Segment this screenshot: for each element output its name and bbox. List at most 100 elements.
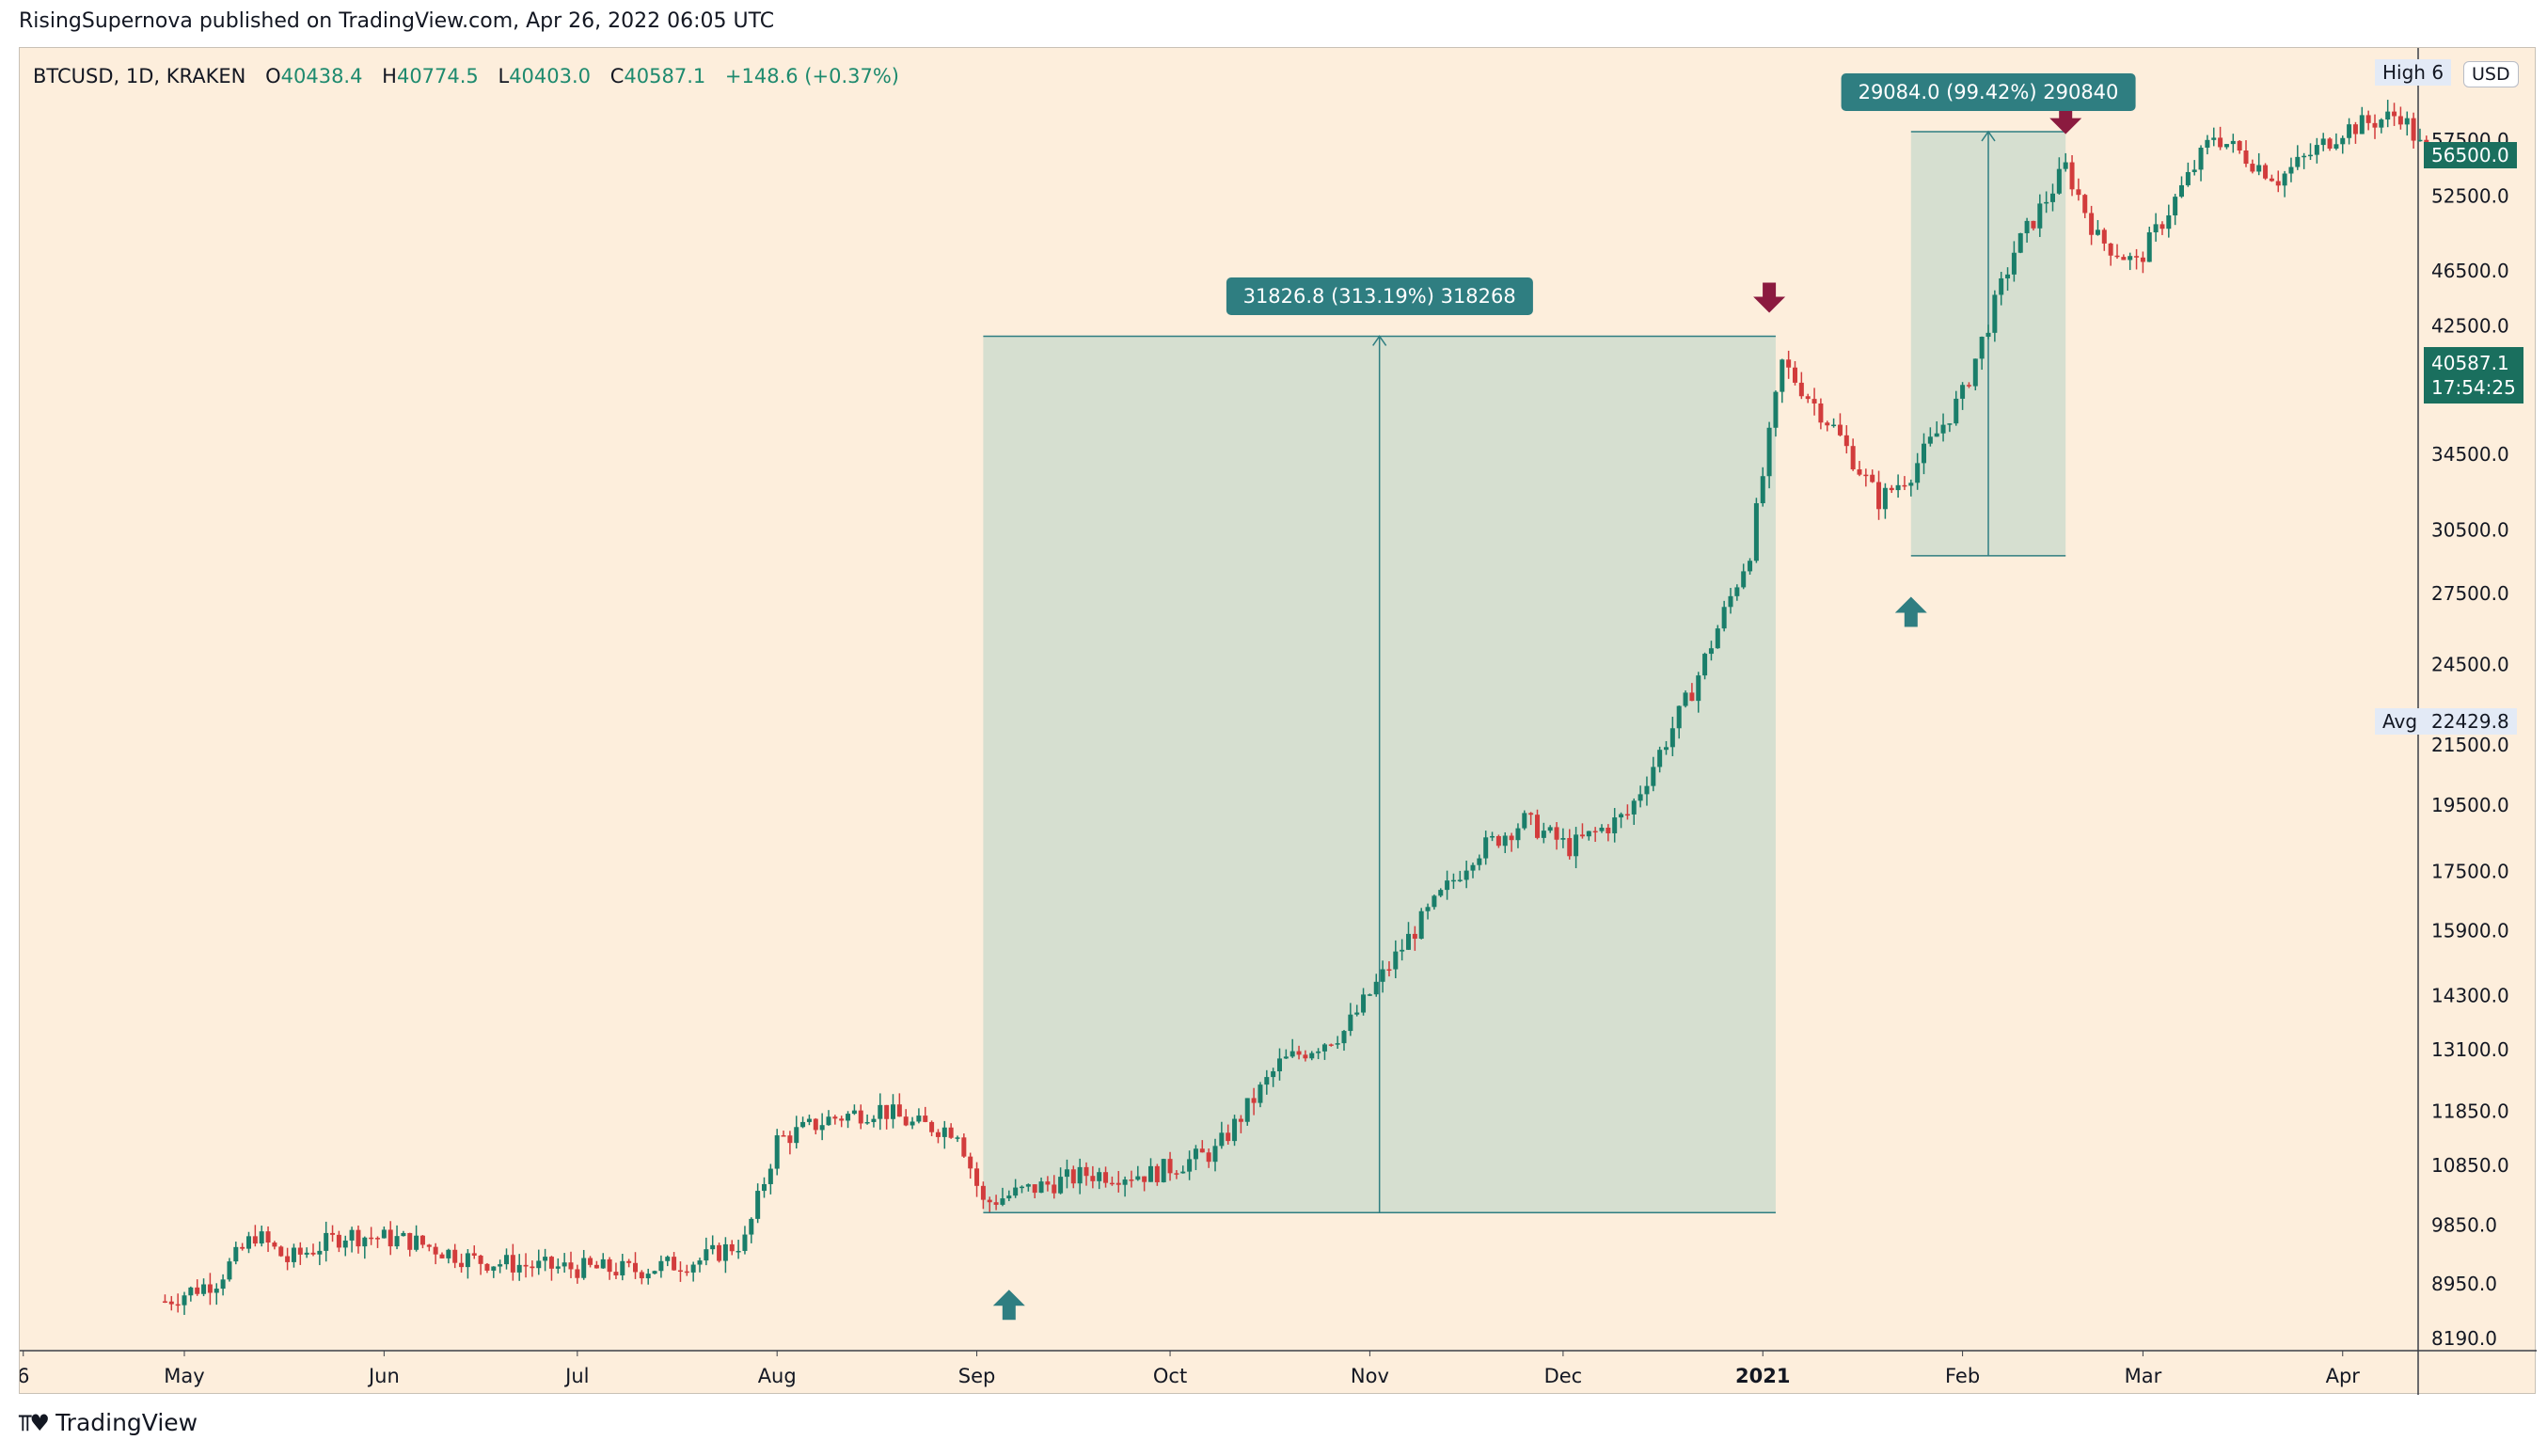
candle-body <box>1876 482 1882 510</box>
candle-body <box>1541 831 1546 838</box>
candle-body <box>1148 1165 1153 1182</box>
candle-body <box>1006 1195 1012 1199</box>
last-price-tag: 40587.1 17:54:25 <box>2424 347 2523 404</box>
candle-body <box>2044 201 2049 204</box>
candle-body <box>407 1232 413 1250</box>
chart-panel[interactable]: 8190.0 8950.0 9850.0 10850.0 11850.0 13100.0 1… <box>19 47 2537 1395</box>
candle-body <box>2218 137 2223 148</box>
sell-arrow-down-icon <box>2049 103 2082 135</box>
candle-body <box>717 1244 722 1261</box>
candle-body <box>755 1191 761 1219</box>
candle-body <box>1999 277 2004 295</box>
candle-body <box>1271 1071 1276 1078</box>
candle-body <box>562 1262 567 1267</box>
candle-body <box>2011 252 2017 275</box>
candle-body <box>182 1295 187 1306</box>
candle-body <box>1187 1159 1193 1172</box>
candle-body <box>240 1246 245 1249</box>
candle-body <box>1432 895 1437 908</box>
candle-body <box>2282 173 2287 186</box>
price-tick-label: 27500.0 <box>2431 582 2509 605</box>
candle-body <box>1760 476 1765 504</box>
candle-body <box>1000 1198 1005 1205</box>
price-tick-label: 15900.0 <box>2431 919 2509 942</box>
candle-body <box>1445 880 1450 891</box>
candle-body <box>2308 154 2313 157</box>
candle-body <box>620 1260 625 1275</box>
candle-body <box>2256 165 2262 172</box>
candle-body <box>974 1168 980 1186</box>
candle-body <box>2134 256 2140 258</box>
candle-body <box>2037 203 2043 229</box>
candle-body <box>220 1279 226 1290</box>
candle-body <box>1328 1044 1334 1046</box>
candle-body <box>568 1262 574 1270</box>
candle-body <box>1889 487 1894 491</box>
candle-body <box>1850 446 1856 470</box>
candle-body <box>2404 118 2410 125</box>
candle-body <box>310 1252 316 1255</box>
candle-body <box>1818 403 1824 423</box>
candle-body <box>1522 813 1527 829</box>
candle-body <box>1154 1165 1160 1182</box>
candle-body <box>2005 274 2011 278</box>
candle-body <box>1122 1179 1128 1185</box>
candlestick-chart[interactable]: 8190.0 8950.0 9850.0 10850.0 11850.0 13100.0 1… <box>20 48 2537 1395</box>
candle-body <box>2191 169 2197 172</box>
candle-body <box>227 1261 232 1280</box>
candle-body <box>1161 1159 1166 1182</box>
candle-body <box>1837 424 1843 435</box>
candle-body <box>851 1110 857 1115</box>
candle-body <box>1232 1118 1238 1142</box>
candle-body <box>362 1237 368 1247</box>
candle-body <box>2288 166 2294 174</box>
candle-body <box>2198 147 2204 170</box>
high-tag-label: High <box>2382 61 2426 84</box>
candle-body <box>1592 831 1598 833</box>
last-price-value: 40587.1 <box>2431 352 2509 374</box>
candle-body <box>459 1262 465 1268</box>
candle-body <box>1702 654 1708 676</box>
candle-body <box>1863 474 1869 477</box>
candle-body <box>2114 255 2120 258</box>
candle-body <box>252 1236 258 1244</box>
candle-body <box>516 1264 522 1273</box>
footer-branding[interactable]: ⫪♥ TradingView <box>19 1409 198 1436</box>
measure-label-2[interactable]: 29084.0 (99.42%) 290840 <box>1841 72 2136 111</box>
candle-body <box>1972 358 1978 387</box>
candle-body <box>291 1247 296 1262</box>
candle-body <box>787 1135 793 1144</box>
symbol-label[interactable]: BTCUSD, 1D, KRAKEN <box>33 65 246 87</box>
candle-body <box>1020 1186 1024 1189</box>
candle-body <box>1470 864 1476 871</box>
candle-body <box>446 1249 451 1258</box>
low-value: 40403.0 <box>509 65 592 87</box>
candle-body <box>1097 1172 1102 1181</box>
candle-body <box>1109 1182 1115 1185</box>
candle-body <box>1058 1177 1064 1194</box>
candle-body <box>1258 1084 1263 1103</box>
candle-body <box>1412 933 1417 939</box>
currency-button[interactable]: USD <box>2463 61 2519 87</box>
time-tick-label: 2021 <box>1735 1365 1790 1387</box>
tradingview-logo-icon: ⫪♥ <box>19 1409 50 1436</box>
candle-body <box>381 1229 387 1239</box>
candle-body <box>1786 359 1792 368</box>
buy-arrow-up-icon <box>1894 596 1927 627</box>
candle-body <box>1708 648 1714 655</box>
candle-body <box>1316 1051 1321 1053</box>
high-label: H <box>382 65 397 87</box>
candle-body <box>1483 837 1489 859</box>
candle-body <box>1032 1184 1037 1194</box>
measure-label-1[interactable]: 31826.8 (313.19%) 318268 <box>1226 277 1533 316</box>
candle-body <box>285 1256 291 1262</box>
candle-body <box>2211 137 2217 140</box>
candle-body <box>330 1232 336 1235</box>
candle-body <box>910 1121 915 1126</box>
attribution-text: RisingSupernova published on TradingView… <box>19 9 775 33</box>
candle-body <box>1212 1146 1218 1163</box>
candle-body <box>2275 181 2281 186</box>
candle-body <box>1438 890 1444 896</box>
candle-body <box>1793 367 1797 383</box>
candle-body <box>375 1238 380 1240</box>
